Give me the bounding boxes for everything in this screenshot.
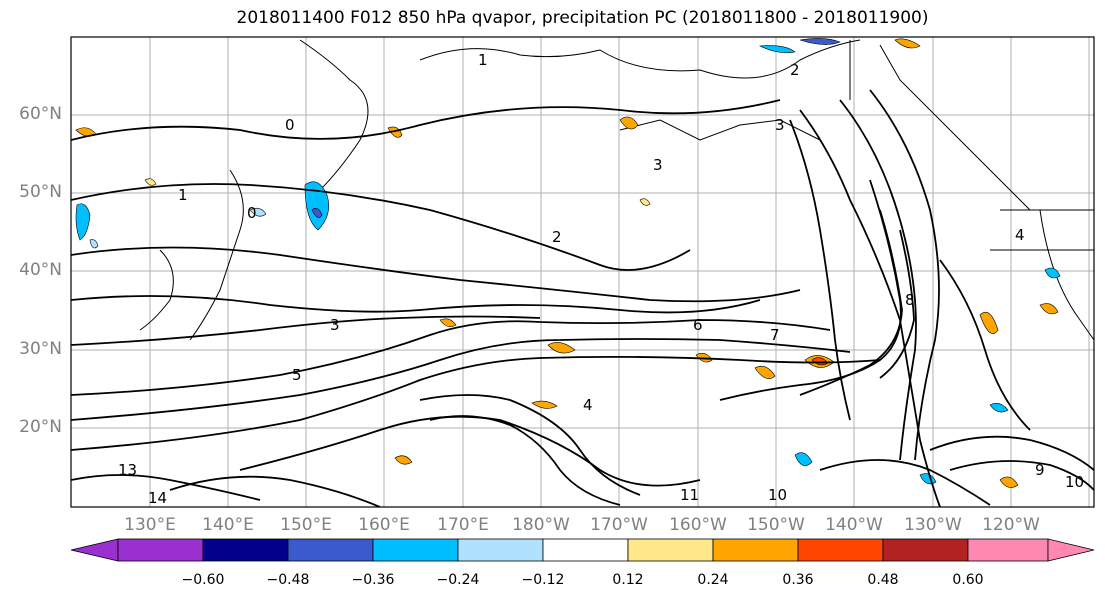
colorbar-tick-label: 0.24 <box>697 572 729 588</box>
colorbar-tick-label: −0.48 <box>266 572 310 588</box>
lon-label: 180°W <box>512 515 570 535</box>
lon-label: 140°W <box>825 515 883 535</box>
contour-label: 3 <box>330 316 340 334</box>
colorbar-swatch <box>882 538 969 562</box>
colorbar-swatch <box>797 538 884 562</box>
coastlines <box>139 39 1094 341</box>
colorbar-tick-label: 0.48 <box>867 572 899 588</box>
lon-label: 150°E <box>280 515 332 535</box>
contour-label: 1 <box>178 186 188 204</box>
colorbar-swatch <box>287 538 374 562</box>
colorbar-swatch <box>712 538 799 562</box>
colorbar-extend-high <box>1047 538 1095 562</box>
colorbar <box>70 538 1095 562</box>
colorbar-swatch <box>117 538 204 562</box>
colorbar-swatch <box>627 538 714 562</box>
map-plot-area: 0 0 1 1 2 2 3 3 3 4 4 5 6 7 8 9 10 10 11… <box>71 37 1094 507</box>
colorbar-tick-label: 0.36 <box>782 572 814 588</box>
contour-label: 3 <box>775 116 785 134</box>
lat-label: 60°N <box>19 104 62 124</box>
colorbar-swatch <box>457 538 544 562</box>
colorbar-tick-label: −0.12 <box>521 572 565 588</box>
contour-labels: 0 0 1 1 2 2 3 3 3 4 4 5 6 7 8 9 10 10 11… <box>118 51 1084 507</box>
colorbar-swatch <box>372 538 459 562</box>
lon-label: 150°W <box>747 515 805 535</box>
colorbar-tick-label: 0.12 <box>612 572 644 588</box>
lat-label: 20°N <box>19 417 62 437</box>
map-title: 2018011400 F012 850 hPa qvapor, precipit… <box>236 8 929 28</box>
colorbar-tick-label: −0.36 <box>351 572 395 588</box>
contour-label: 3 <box>653 156 663 174</box>
contour-label: 0 <box>285 116 295 134</box>
lon-label: 140°E <box>202 515 254 535</box>
qvapor-contours <box>71 89 1094 507</box>
contour-label: 4 <box>583 396 593 414</box>
contour-label: 2 <box>552 228 562 246</box>
contour-label: 8 <box>905 291 915 309</box>
lon-label: 120°W <box>982 515 1040 535</box>
contour-label: 14 <box>148 489 167 507</box>
colorbar-extend-low <box>70 538 119 562</box>
lon-label: 170°E <box>437 515 489 535</box>
contour-label: 9 <box>1035 461 1045 479</box>
contour-label: 4 <box>1015 226 1025 244</box>
contour-label: 7 <box>770 326 780 344</box>
lat-label: 40°N <box>19 260 62 280</box>
contour-label: 10 <box>1065 473 1084 491</box>
contour-label: 2 <box>790 61 800 79</box>
colorbar-tick-label: 0.60 <box>952 572 984 588</box>
lon-label: 130°E <box>124 515 176 535</box>
lon-label: 160°E <box>358 515 410 535</box>
colorbar-tick-label: −0.60 <box>181 572 225 588</box>
contour-label: 5 <box>292 366 302 384</box>
lat-label: 30°N <box>19 339 62 359</box>
lat-label: 50°N <box>19 182 62 202</box>
contour-label: 0 <box>247 204 257 222</box>
lon-label: 130°W <box>904 515 962 535</box>
colorbar-swatch <box>202 538 289 562</box>
map-gridlines <box>71 37 1094 507</box>
map-frame <box>70 36 1095 508</box>
contour-label: 11 <box>680 486 699 504</box>
lon-label: 170°W <box>590 515 648 535</box>
colorbar-swatch <box>542 538 629 562</box>
contour-label: 1 <box>478 51 488 69</box>
precip-anomaly-patches <box>75 38 1061 488</box>
colorbar-tick-label: −0.24 <box>436 572 480 588</box>
lon-label: 160°W <box>669 515 727 535</box>
contour-label: 10 <box>768 486 787 504</box>
contour-label: 6 <box>693 316 703 334</box>
colorbar-swatch <box>967 538 1049 562</box>
contour-label: 13 <box>118 461 137 479</box>
